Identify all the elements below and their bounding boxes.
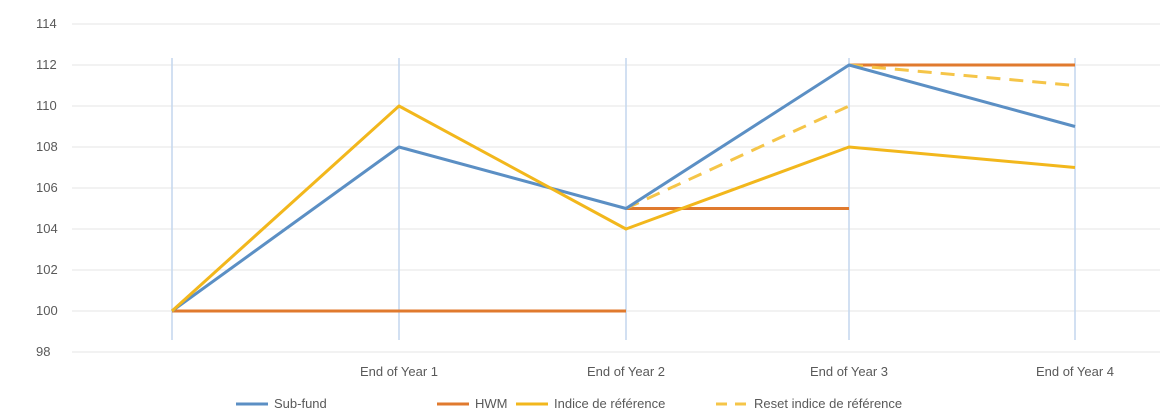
legend-label-3: Reset indice de référence [754, 396, 902, 411]
series-2-line-0 [170, 104, 1076, 313]
y-tick-label: 98 [36, 344, 50, 359]
y-tick-label: 112 [36, 57, 57, 72]
y-tick-label: 104 [36, 221, 58, 236]
legend: Sub-fund HWM Indice de référence Reset indi… [236, 396, 902, 411]
series-3-line-0 [625, 104, 850, 210]
y-tick-label: 114 [36, 16, 57, 31]
series-3-line-1 [848, 63, 1076, 87]
x-axis-ticks: End of Year 1 End of Year 2 End of Year 3 E… [360, 364, 1114, 379]
series-lines [170, 63, 1076, 313]
x-tick-label: End of Year 3 [810, 364, 888, 379]
legend-label-1: HWM [475, 396, 508, 411]
y-tick-label: 100 [36, 303, 58, 318]
y-tick-label: 102 [36, 262, 58, 277]
y-axis-ticks: 98 100 102 104 106 108 110 112 114 [36, 16, 58, 359]
vertical-guides [171, 58, 1076, 340]
x-tick-label: End of Year 1 [360, 364, 438, 379]
y-tick-label: 106 [36, 180, 58, 195]
legend-label-0: Sub-fund [274, 396, 327, 411]
x-tick-label: End of Year 2 [587, 364, 665, 379]
y-tick-label: 108 [36, 139, 58, 154]
legend-label-2: Indice de référence [554, 396, 665, 411]
y-tick-label: 110 [36, 98, 57, 113]
x-tick-label: End of Year 4 [1036, 364, 1114, 379]
series-0-line-0 [171, 63, 1076, 313]
grid [72, 23, 1160, 353]
